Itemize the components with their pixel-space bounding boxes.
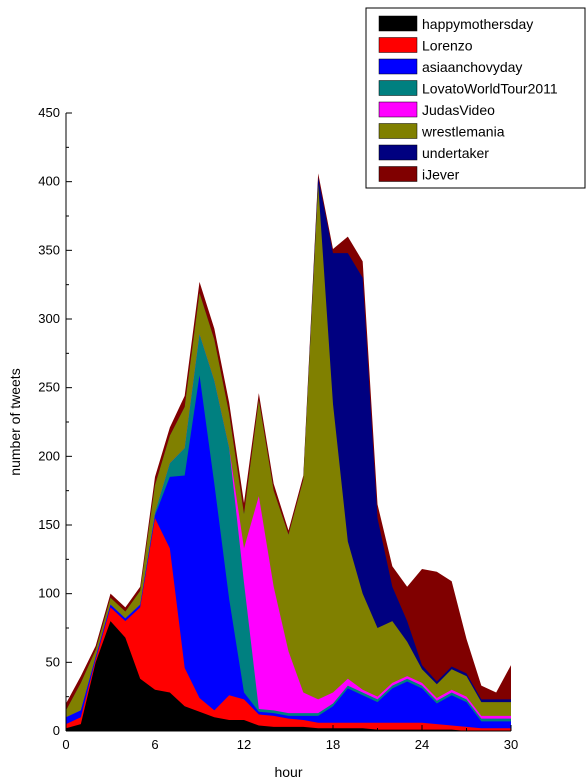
y-tick-label: 250 [38,380,60,395]
legend-swatch-happymothersday [378,15,418,32]
legend-label-lovatoworldtour2011: LovatoWorldTour2011 [422,81,558,97]
y-tick-label: 350 [38,242,60,257]
legend-label-happymothersday: happymothersday [422,16,533,32]
legend-swatch-asiaanchovyday [378,58,418,75]
legend: happymothersday Lorenzo asiaanchovyday Lova… [365,7,586,189]
y-axis-title: number of tweets [7,368,23,475]
legend-label-undertaker: undertaker [422,145,489,161]
area-series-lorenzo [66,518,511,731]
x-tick-label: 12 [237,737,251,752]
legend-label-wrestlemania: wrestlemania [421,124,505,140]
legend-swatch-ijever [378,166,418,182]
x-tick-label: 18 [326,737,340,752]
y-tick-label: 200 [38,448,60,463]
y-tick-label: 400 [38,174,60,189]
x-tick-label: 30 [504,737,518,752]
legend-swatch-lorenzo [378,37,418,53]
legend-box [365,7,586,189]
legend-label-ijever: iJever [422,167,460,183]
legend-swatch-undertaker [378,144,418,161]
y-tick-label: 50 [46,654,60,669]
area-series-happymothersday [66,621,511,731]
y-tick-label: 0 [53,723,60,738]
legend-swatch-judasvideo [378,101,418,118]
area-series-group [66,173,511,732]
legend-label-asiaanchovyday: asiaanchovyday [422,59,522,75]
x-axis-title: hour [274,764,302,780]
x-tick-label: 0 [62,737,69,752]
legend-label-lorenzo: Lorenzo [422,38,473,54]
y-tick-label: 450 [38,105,60,120]
legend-swatch-lovatoworldtour2011 [378,80,418,96]
x-ticks-group: 0 6 12 18 24 30 [62,725,518,752]
y-tick-label: 150 [38,517,60,532]
legend-label-judasvideo: JudasVideo [422,102,495,118]
y-tick-label: 300 [38,311,60,326]
legend-swatch-wrestlemania [378,123,418,139]
x-tick-label: 24 [415,737,429,752]
y-tick-label: 100 [38,586,60,601]
y-ticks-group: 0 50 100 150 200 250 300 350 400 450 [38,105,72,738]
x-tick-label: 6 [151,737,158,752]
